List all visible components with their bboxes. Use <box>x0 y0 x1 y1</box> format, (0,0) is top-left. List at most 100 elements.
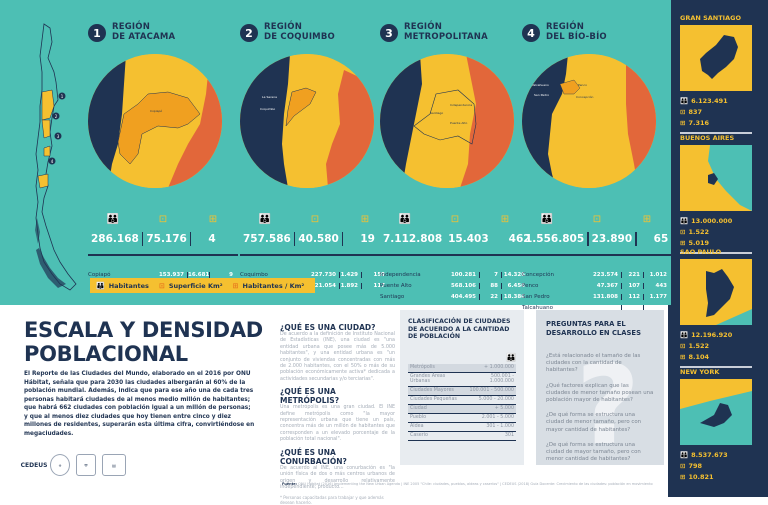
region-map-circle: Independencia Santiago Puente Alto <box>380 54 514 188</box>
source-footnote: Fuente: ONU Hábitat (2016) Implementing … <box>282 482 653 486</box>
area-icon: ⊡ <box>592 214 602 225</box>
region-map-circle: Copiapó <box>88 54 222 188</box>
table-row: Caserío 301 <box>408 431 516 441</box>
table-row: Coquimbo 227.730 1.429 159 <box>240 271 385 278</box>
area-icon: ⊡ <box>680 461 686 470</box>
city-map <box>680 145 752 211</box>
table-row: Penco 47.367 107 443 <box>522 282 667 289</box>
table-row: Ciudades Pequeñas 5.000 - 20.000 <box>408 395 516 405</box>
region-stats: 1.556.805 23.890 65 <box>525 232 669 246</box>
city-stats-table: Independencia 100.281 7 14.326 Puente Alto 5… <box>380 269 530 302</box>
density-icon: ⊞ <box>680 238 686 247</box>
city-gran-santiago: GRAN SANTIAGO 👪 6.123.491 ⊡ 837 ⊞ 7.316 <box>680 14 760 134</box>
classification-table: Metrópolis + 1.000.000 Grandes Áreas Urba… <box>408 363 516 441</box>
people-icon: 👪 <box>106 214 120 225</box>
region-bio-bio: 4 REGIÓN DEL BÍO-BÍO Talcahuano San Pedro… <box>522 22 672 311</box>
stat-icons-row: 👪 ⊡ ⊞ <box>88 214 238 225</box>
region-map-circle: La Serena Coquimbo <box>240 54 374 188</box>
intro-paragraph: El Reporte de las Ciudades del Mundo, el… <box>24 371 255 437</box>
region-title: REGIÓN DE ATACAMA <box>112 22 176 42</box>
ministry-logo: ▤ <box>102 454 126 476</box>
definitions: ¿QUÉ ES UNA CIUDAD? De acuerdo a la defi… <box>280 323 395 505</box>
city-new-york: NEW YORK 👪 8.537.673 ⊡ 798 ⊞ 10.821 <box>680 368 760 482</box>
page-title: ESCALA Y DENSIDAD POBLACIONAL <box>24 318 263 366</box>
area-icon: ⊡ <box>450 214 460 225</box>
city-map <box>680 259 752 325</box>
people-icon: 👪 <box>398 214 412 225</box>
stat-icons-row: 👪 ⊡ ⊞ <box>380 214 530 225</box>
density-icon: ⊞ <box>642 214 652 225</box>
classification-table-panel: CLASIFICACIÓN DE CIUDADES DE ACUERDO A L… <box>400 310 524 465</box>
region-number-badge: 2 <box>240 24 258 42</box>
city-stats: 👪 13.000.000 ⊡ 1.522 ⊞ 5.019 <box>680 216 733 247</box>
university-shield-logo: ⛨ <box>76 454 96 476</box>
city-map <box>680 379 752 445</box>
university-seal-logo: ⚜ <box>50 454 70 476</box>
city-stats: 👪 6.123.491 ⊡ 837 ⊞ 7.316 <box>680 96 728 127</box>
svg-text:La Serena: La Serena <box>262 95 277 99</box>
table-row: Grandes Áreas Urbanas 500.001 - 1.000.000 <box>408 372 516 387</box>
stat-icons-row: 👪 ⊡ ⊞ <box>522 214 672 225</box>
cedeus-logo: CEDEUS <box>20 461 48 469</box>
svg-text:Independencia: Independencia <box>450 103 472 107</box>
people-icon: 👪 <box>680 96 689 105</box>
city-stats-table: Copiapó 153.937 16.681 9 <box>88 269 238 280</box>
city-stats-table: Concepción 223.574 221 1.012 Penco 47.367 107… <box>522 269 672 313</box>
svg-text:Puente Alto: Puente Alto <box>450 121 467 125</box>
table-row: Independencia 100.281 7 14.326 <box>380 271 525 278</box>
table-row: Pueblo 2.001 - 5.000 <box>408 413 516 423</box>
chile-map: 1 2 3 4 <box>35 23 77 291</box>
people-icon: 👪 <box>258 214 272 225</box>
region-title: REGIÓN DE COQUIMBO <box>264 22 335 42</box>
area-icon: ⊡ <box>680 341 686 350</box>
area-icon: ⊡ <box>310 214 320 225</box>
city-map <box>680 25 752 91</box>
people-icon: 👪 <box>680 330 689 339</box>
table-row: Puente Alto 568.106 88 6.456 <box>380 282 525 289</box>
question-mark-icon: ? <box>576 341 640 465</box>
region-atacama: 1 REGIÓN DE ATACAMA Copiapó 👪 ⊡ ⊞ 286.168 7… <box>88 22 238 278</box>
svg-text:4: 4 <box>51 159 54 164</box>
stat-icons-row: 👪 ⊡ ⊞ <box>240 214 390 225</box>
region-coquimbo: 2 REGIÓN DE COQUIMBO La Serena Coquimbo 👪… <box>240 22 390 289</box>
table-row: Copiapó 153.937 16.681 9 <box>88 271 233 278</box>
region-number-badge: 1 <box>88 24 106 42</box>
table-row: Ciudades Mayores 100.001 - 500.000 <box>408 386 516 396</box>
density-icon: ⊞ <box>208 214 218 225</box>
density-icon: ⊞ <box>232 281 239 290</box>
city-sao-paulo: SAO PAULO 👪 12.196.920 ⊡ 1.522 ⊞ 8.104 <box>680 248 760 368</box>
table-row: Aldea 301 - 1.000 <box>408 422 516 432</box>
class-questions-panel: ? PREGUNTAS PARA EL DESARROLLO EN CLASES … <box>536 310 664 465</box>
density-icon: ⊞ <box>500 214 510 225</box>
area-icon: ⊡ <box>680 227 686 236</box>
svg-text:Coquimbo: Coquimbo <box>260 107 275 111</box>
density-icon: ⊞ <box>680 352 686 361</box>
people-icon: 👪 <box>96 281 105 290</box>
panel-accent <box>668 0 671 305</box>
svg-text:Copiapó: Copiapó <box>150 109 162 113</box>
table-row: Metrópolis + 1.000.000 <box>408 363 516 373</box>
legend: 👪 Habitantes ⊡ Superficie Km² ⊞ Habitantes … <box>90 278 315 293</box>
svg-text:Santiago: Santiago <box>430 111 443 115</box>
density-icon: ⊞ <box>680 472 686 481</box>
region-title: REGIÓN DEL BÍO-BÍO <box>546 22 607 42</box>
svg-text:San Pedro: San Pedro <box>534 93 549 97</box>
area-icon: ⊡ <box>158 214 168 225</box>
table-row: Concepción 223.574 221 1.012 <box>522 271 667 278</box>
table-row: Ciudad + 5.000 <box>408 404 516 414</box>
area-icon: ⊡ <box>158 281 165 290</box>
people-icon: 👪 <box>680 450 689 459</box>
people-icon: 👪 <box>540 214 554 225</box>
svg-text:Penco: Penco <box>578 83 587 87</box>
city-buenos-aires: BUENOS AIRES 👪 13.000.000 ⊡ 1.522 ⊞ 5.019 <box>680 134 760 254</box>
people-icon: 👪 <box>506 352 516 362</box>
table-row: San Pedro 131.808 112 1.177 <box>522 293 667 300</box>
region-title: REGIÓN METROPOLITANA <box>404 22 488 42</box>
city-stats: 👪 12.196.920 ⊡ 1.522 ⊞ 8.104 <box>680 330 733 361</box>
region-stats: 7.112.808 15.403 462 <box>383 233 531 245</box>
people-icon: 👪 <box>680 216 689 225</box>
table-row: Santiago 404.495 22 18.386 <box>380 293 525 300</box>
density-icon: ⊞ <box>680 118 686 127</box>
region-number-badge: 4 <box>522 24 540 42</box>
region-stats: 757.586 40.580 19 <box>243 232 375 246</box>
